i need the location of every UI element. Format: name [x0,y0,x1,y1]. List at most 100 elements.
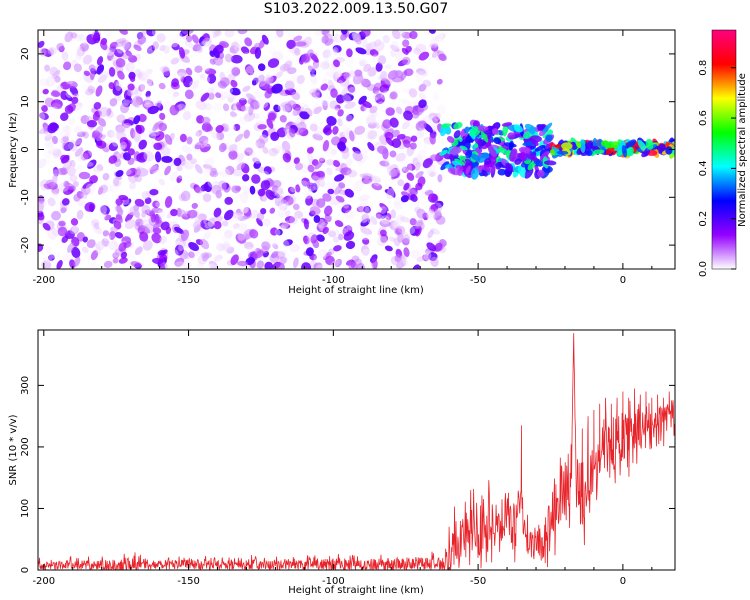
spectral-blob [73,256,81,267]
spectral-blob [328,49,338,60]
spectral-blob [454,158,466,166]
spectral-blob [334,104,341,111]
spectral-blob [332,59,341,68]
spectral-blob [87,145,95,157]
spectral-blob [315,130,322,136]
spectral-blob [365,114,376,126]
spectral-blob [47,197,56,207]
spectral-blob [140,73,151,83]
spectral-blob [184,160,195,170]
spectral-blob [184,40,195,49]
spectral-blob [354,125,366,135]
spectral-blob [201,116,211,125]
spectral-blob [74,125,83,135]
spectral-blob [145,143,153,151]
spectral-blob [194,65,203,73]
spectral-blob [186,41,193,51]
spectral-blob [230,254,239,266]
x-tick-label: -100 [322,275,345,286]
spectral-blob [82,236,88,243]
spectral-blob [449,146,463,156]
spectral-blob [158,122,168,132]
spectral-blob [384,245,393,252]
spectral-blob [359,61,366,67]
spectral-blob [345,240,356,250]
spectral-blob [207,217,215,227]
spectral-blob [119,137,129,146]
spectral-blob [49,203,59,211]
spectral-blob [226,87,234,95]
spectral-blob [215,92,222,99]
spectral-blob [242,85,251,92]
spectral-blob [379,219,391,228]
spectral-blob [293,157,300,165]
spectral-blob [281,140,291,152]
spectral-blob [211,184,222,195]
spectral-blob [154,151,162,163]
spectral-blob [312,62,321,71]
spectral-blob [159,65,170,73]
spectral-blob [140,65,151,74]
spectral-blob [236,162,245,171]
spectral-blob [201,33,210,43]
spectral-blob [322,193,332,202]
spectral-blob [38,52,45,60]
spectral-blob [139,231,149,242]
spectral-blob [291,91,301,101]
spectral-blob [262,195,269,204]
spectral-blob [621,144,627,158]
spectral-blob [153,142,163,151]
spectral-blob [230,79,238,88]
spectral-blob [171,43,180,51]
spectral-blob [137,71,149,82]
spectral-blob [87,85,96,94]
spectral-blob [332,68,343,76]
spectral-blob [100,211,107,222]
spectral-blob [138,113,147,123]
spectral-blob [173,157,182,167]
spectral-blob [254,68,265,81]
spectral-blob [418,83,427,92]
spectral-blob [237,30,248,35]
figure-title: S103.2022.009.13.50.G07 [263,1,449,17]
spectral-blob [355,263,365,269]
spectral-blob [274,262,285,269]
spectral-blob [579,139,586,153]
spectral-blob [253,161,261,169]
spectral-blob [265,189,275,200]
spectral-blob [233,223,240,229]
spectral-blob [221,88,229,97]
spectral-blob [435,32,446,42]
spectral-blob [238,116,249,125]
spectral-blob [150,264,157,269]
spectral-blob [144,95,152,105]
spectral-blob [380,90,390,100]
spectral-blob [372,90,384,100]
spectral-blob [341,201,349,209]
spectral-blob [415,161,421,171]
spectral-blob [91,214,100,223]
spectral-blob [348,43,356,50]
spectral-blob [314,161,323,170]
spectral-blob [274,144,283,151]
spectral-blob [313,119,321,130]
spectral-blob [544,160,557,166]
spectral-blob [207,179,214,188]
spectral-blob [134,198,145,207]
spectral-blob [505,162,514,172]
spectral-blob [497,168,506,176]
spectral-blob [424,167,434,175]
spectral-blob [38,200,44,213]
spectral-blob [112,138,120,147]
spectral-blob [80,114,90,125]
spectral-blob [322,100,328,111]
spectral-blob [313,106,323,115]
spectral-blob [176,165,183,172]
spectral-blob [415,171,424,179]
spectral-blob [254,47,262,59]
spectral-blob [202,37,212,47]
spectral-blob [249,209,259,219]
spectral-blob [313,215,321,223]
spectral-blob [294,210,304,219]
